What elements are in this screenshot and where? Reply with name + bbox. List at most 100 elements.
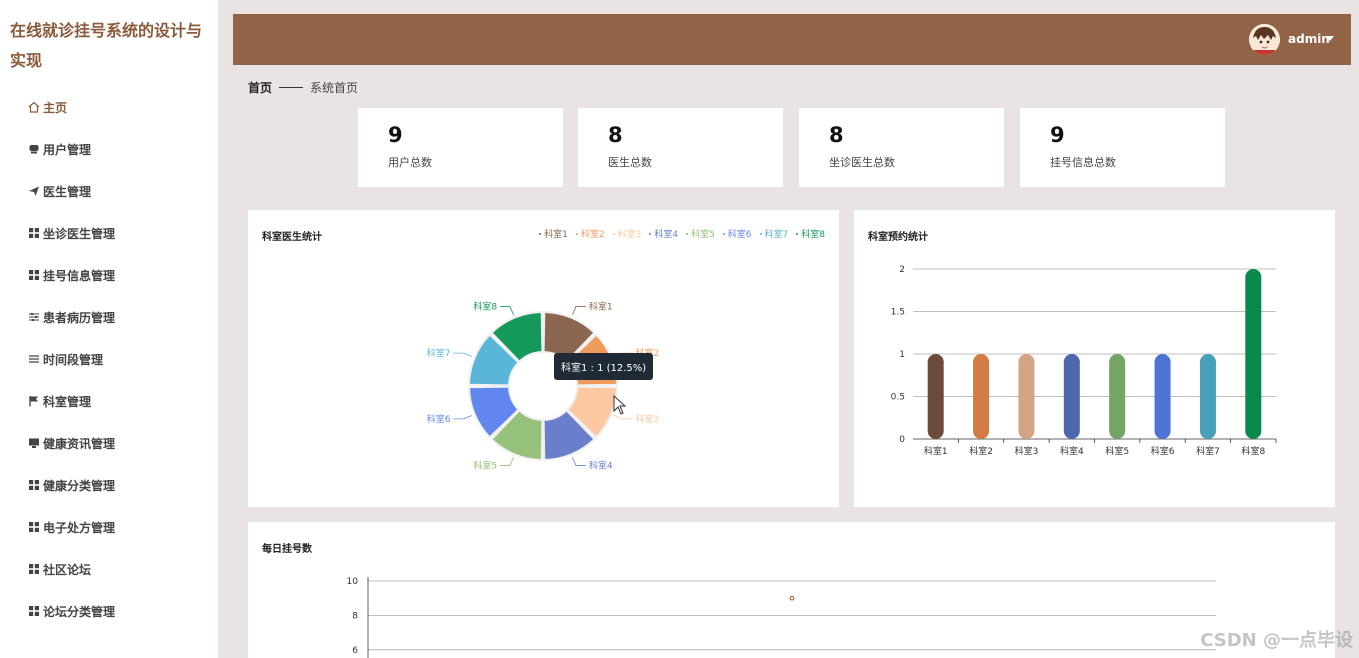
x-tick-label: 科室3 <box>1015 445 1039 457</box>
sidebar-item-2[interactable]: 医生管理 <box>0 170 218 212</box>
sidebar-menu: 主页用户管理医生管理 坐诊医生管理挂号信息管理 患者病历管理 时间段管理科室管理健康资… <box>0 86 218 632</box>
pie-label-line <box>613 415 633 420</box>
sidebar-item-11[interactable]: 社区论坛 <box>0 548 218 590</box>
legend-item[interactable]: 科室7 <box>759 227 789 240</box>
line-point[interactable] <box>789 595 795 601</box>
bar[interactable] <box>1245 269 1262 439</box>
sidebar-item-6[interactable]: 时间段管理 <box>0 338 218 380</box>
sidebar-item-7[interactable]: 科室管理 <box>0 380 218 422</box>
y-tick-label: 0.5 <box>891 393 905 403</box>
sidebar: 在线就诊挂号系统的设计与实现 主页 用户管理 医生管理 坐诊医生管理 挂号信息管理 患者病… <box>0 0 218 658</box>
x-tick-label: 科室4 <box>1060 445 1084 457</box>
sidebar-item-12[interactable]: 论坛分类管理 <box>0 590 218 632</box>
line-chart-title: 每日挂号数 <box>262 544 312 555</box>
legend-item[interactable]: 科室6 <box>722 227 752 240</box>
pie-label-line <box>572 456 586 466</box>
bar[interactable] <box>927 354 944 439</box>
sidebar-item-label: 时间段管理 <box>43 352 104 367</box>
breadcrumb-current: 系统首页 <box>310 81 359 95</box>
pie-slice-label: 科室6 <box>427 413 451 425</box>
sidebar-item-4[interactable]: 挂号信息管理 <box>0 254 218 296</box>
watermark: CSDN @一点毕设 <box>1200 630 1353 651</box>
legend-item[interactable]: 科室5 <box>686 227 715 240</box>
sidebar-item-3[interactable]: 坐诊医生管理 <box>0 212 218 254</box>
sidebar-item-label: 主页 <box>43 100 68 115</box>
bar-chart-panel: 科室预约统计 0 0.5 1 1.5 2 科室1 科室2 科室3 科室4 科室5 科室6 科室7 科室8 <box>854 210 1335 507</box>
sidebar-item-10[interactable]: 电子处方管理 <box>0 506 218 548</box>
y-tick-label: 8 <box>352 611 358 621</box>
bar[interactable] <box>1109 354 1126 439</box>
legend-item[interactable]: 科室3 <box>612 227 641 240</box>
stat-card-onduty-doctors: 8 坐诊医生总数 <box>799 108 1004 187</box>
stat-card-users: 9 用户总数 <box>358 108 563 187</box>
x-tick-label: 科室6 <box>1151 445 1175 457</box>
sidebar-item-1[interactable]: 用户管理 <box>0 128 218 170</box>
sidebar-item-label: 挂号信息管理 <box>43 268 116 283</box>
user-avatar[interactable] <box>1249 24 1280 55</box>
legend-label: 科室7 <box>764 230 789 240</box>
x-tick-label: 科室2 <box>969 445 993 457</box>
top-header: admin <box>233 14 1351 65</box>
home-icon <box>28 101 40 113</box>
pie-slice-label: 科室1 <box>589 301 613 313</box>
sidebar-item-label: 患者病历管理 <box>43 310 116 325</box>
legend-item[interactable]: 科室2 <box>575 227 605 240</box>
pie-slice[interactable] <box>542 409 596 462</box>
pie-label-line <box>500 306 514 316</box>
user-dropdown-caret-icon[interactable] <box>1326 36 1334 41</box>
pie-slice[interactable] <box>467 385 520 439</box>
pie-legend: 科室1 科室2 科室3 科室4 科室5 科室6 科室7 科室8 <box>531 227 825 240</box>
line-chart: 6 8 10 <box>347 577 1216 658</box>
user-icon <box>28 143 40 155</box>
x-tick-label: 科室5 <box>1105 445 1129 457</box>
legend-dot-icon <box>759 232 762 235</box>
sidebar-item-label: 健康资讯管理 <box>43 436 116 451</box>
x-tick-label: 科室1 <box>924 445 948 457</box>
pie-slice-label: 科室4 <box>589 459 613 471</box>
sliders-icon <box>28 311 40 323</box>
pie-slice[interactable] <box>542 310 596 363</box>
chart-tooltip: 科室1 : 1 (12.5%) <box>554 353 654 380</box>
stat-label: 医生总数 <box>608 156 652 169</box>
pie-label-line <box>453 415 473 420</box>
legend-label: 科室1 <box>544 230 568 240</box>
legend-item[interactable]: 科室1 <box>539 227 568 240</box>
legend-item[interactable]: 科室8 <box>796 227 825 240</box>
stat-label: 坐诊医生总数 <box>829 156 895 169</box>
breadcrumb: 首页 系统首页 <box>248 79 358 96</box>
y-tick-label: 6 <box>352 646 358 656</box>
stat-card-registrations: 9 挂号信息总数 <box>1020 108 1225 187</box>
bar[interactable] <box>1063 354 1080 439</box>
sidebar-item-0[interactable]: 主页 <box>0 86 218 128</box>
stat-value: 8 <box>608 123 623 147</box>
sidebar-item-label: 用户管理 <box>43 142 92 157</box>
breadcrumb-home[interactable]: 首页 <box>248 81 273 95</box>
grid-icon <box>28 521 40 533</box>
bar[interactable] <box>1154 354 1171 439</box>
y-tick-label: 2 <box>899 265 905 275</box>
pie-slice[interactable] <box>467 333 520 387</box>
sidebar-item-label: 电子处方管理 <box>43 520 116 535</box>
grid-icon <box>28 227 40 239</box>
pie-slice-label: 科室8 <box>473 301 497 313</box>
legend-item[interactable]: 科室4 <box>649 227 678 240</box>
legend-dot-icon <box>575 232 578 235</box>
username[interactable]: admin <box>1288 32 1330 46</box>
pie-slice-label: 科室5 <box>473 459 497 471</box>
sidebar-item-label: 论坛分类管理 <box>43 604 116 619</box>
pie-slice-label: 科室7 <box>427 347 451 359</box>
monitor-icon <box>28 437 40 449</box>
bar[interactable] <box>1199 354 1216 439</box>
bar[interactable] <box>1018 354 1035 439</box>
grid-icon <box>28 563 40 575</box>
bar[interactable] <box>973 354 990 439</box>
sidebar-item-9[interactable]: 健康分类管理 <box>0 464 218 506</box>
stat-value: 9 <box>1050 123 1065 147</box>
breadcrumb-separator <box>279 87 304 88</box>
pie-slice[interactable] <box>490 409 544 462</box>
sidebar-item-5[interactable]: 患者病历管理 <box>0 296 218 338</box>
grid-icon <box>28 479 40 491</box>
pie-slice[interactable] <box>490 310 544 363</box>
sidebar-item-8[interactable]: 健康资讯管理 <box>0 422 218 464</box>
legend-dot-icon <box>539 232 542 235</box>
